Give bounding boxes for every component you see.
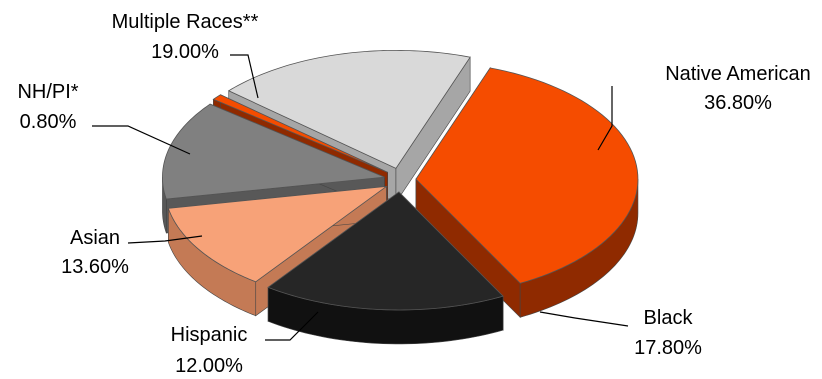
leader-line-multiple-races bbox=[230, 54, 259, 99]
pie-slice-top bbox=[162, 103, 385, 200]
slice-value-hispanic: 12.00% bbox=[175, 355, 243, 377]
pie-slice-top bbox=[212, 94, 388, 173]
pie-slice-black bbox=[267, 191, 504, 345]
pie-slice-top bbox=[267, 191, 504, 311]
slice-value-black: 17.80% bbox=[634, 337, 702, 359]
leader-line-hispanic bbox=[265, 311, 319, 341]
pie-slice-top bbox=[227, 49, 471, 169]
slice-value-nhpi: 0.80% bbox=[20, 111, 77, 133]
slice-label-asian: Asian bbox=[70, 227, 120, 249]
slice-value-asian: 13.60% bbox=[61, 256, 129, 278]
slice-label-multiple-races: Multiple Races** bbox=[112, 11, 259, 33]
leader-line-black bbox=[539, 311, 629, 327]
slice-label-hispanic: Hispanic bbox=[171, 324, 248, 346]
leader-line-native-american bbox=[597, 86, 613, 151]
leader-lines bbox=[92, 54, 629, 341]
leader-line-nhpi bbox=[92, 125, 191, 155]
pie-slices bbox=[162, 49, 639, 345]
leader-line-asian bbox=[127, 235, 203, 244]
slice-value-native-american: 36.80% bbox=[704, 92, 772, 114]
slice-value-multiple-races: 19.00% bbox=[151, 41, 219, 63]
slice-label-black: Black bbox=[644, 307, 694, 329]
slice-label-native-american: Native American bbox=[665, 63, 811, 85]
pie-slice-top bbox=[167, 185, 388, 283]
slice-labels: Native American 36.80% Black 17.80% Hisp… bbox=[17, 11, 810, 377]
pie-slice-native-american bbox=[415, 66, 639, 319]
slice-label-nhpi: NH/PI* bbox=[17, 81, 78, 103]
pie-slice-top bbox=[415, 67, 639, 284]
